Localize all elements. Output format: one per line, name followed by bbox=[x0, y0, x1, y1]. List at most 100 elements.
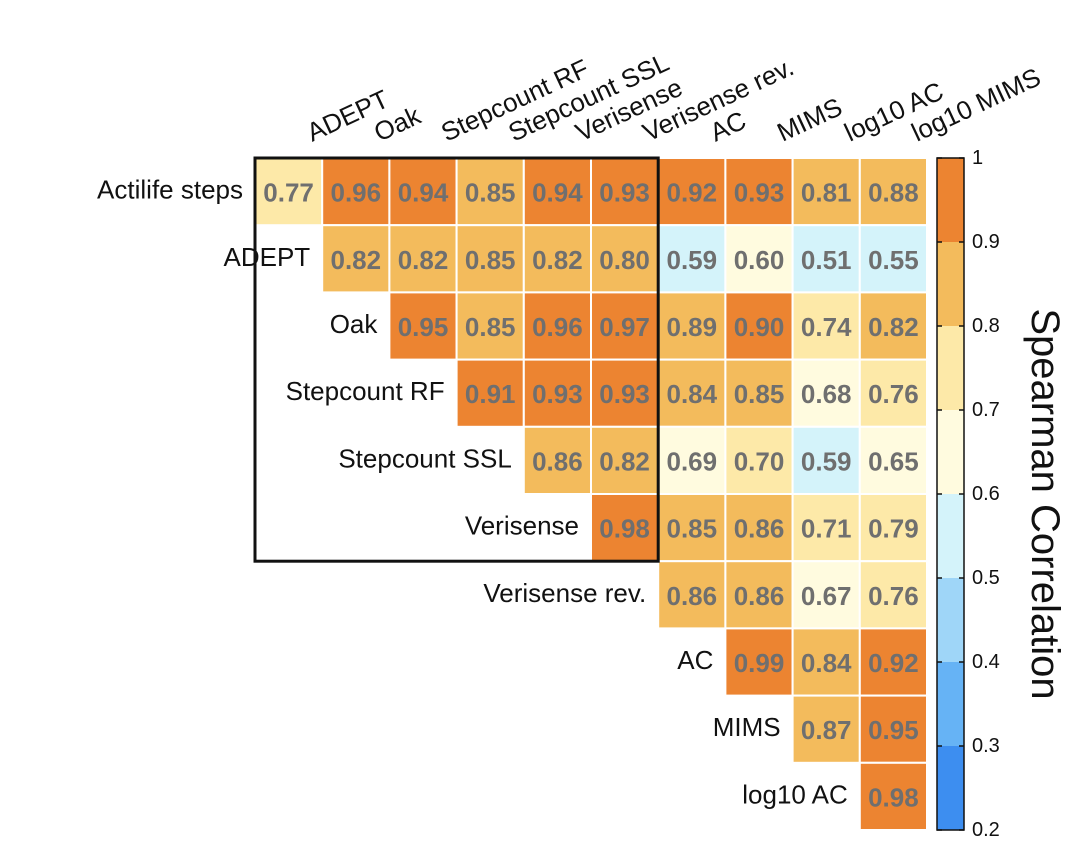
cell-value-label: 0.85 bbox=[465, 245, 516, 275]
cell-value-label: 0.85 bbox=[465, 312, 516, 342]
cell-value-label: 0.93 bbox=[599, 379, 650, 409]
cell-value-label: 0.82 bbox=[868, 312, 919, 342]
heatmap-cell bbox=[321, 157, 391, 227]
cell-value-label: 0.89 bbox=[666, 312, 717, 342]
colorbar-tick-label: 0.4 bbox=[972, 651, 1000, 673]
cell-value-label: 0.93 bbox=[599, 178, 650, 208]
row-label: MIMS bbox=[713, 712, 781, 742]
cell-value-label: 0.77 bbox=[263, 178, 314, 208]
cell-value-label: 0.51 bbox=[801, 245, 852, 275]
cell-value-label: 0.69 bbox=[666, 446, 717, 476]
heatmap-cell bbox=[724, 224, 794, 294]
cell-value-label: 0.59 bbox=[801, 446, 852, 476]
heatmap-cell bbox=[522, 425, 592, 495]
cell-value-label: 0.95 bbox=[398, 312, 449, 342]
cell-value-label: 0.67 bbox=[801, 581, 852, 611]
colorbar-bin bbox=[937, 242, 964, 326]
cell-value-label: 0.90 bbox=[734, 312, 785, 342]
cell-value-label: 0.86 bbox=[532, 446, 583, 476]
cell-value-label: 0.92 bbox=[666, 178, 717, 208]
heatmap-cell bbox=[522, 291, 592, 361]
colorbar-bin bbox=[937, 662, 964, 746]
cell-value-label: 0.76 bbox=[868, 581, 919, 611]
heatmap-cell bbox=[858, 761, 928, 831]
row-label: Verisense rev. bbox=[483, 578, 646, 608]
colorbar-bin bbox=[937, 410, 964, 494]
heatmap-cell bbox=[590, 291, 660, 361]
cell-value-label: 0.82 bbox=[532, 245, 583, 275]
colorbar-tick-label: 0.9 bbox=[972, 231, 1000, 253]
cell-value-label: 0.65 bbox=[868, 446, 919, 476]
heatmap-cell bbox=[858, 224, 928, 294]
cell-value-label: 0.71 bbox=[801, 514, 852, 544]
cell-value-label: 0.94 bbox=[532, 178, 583, 208]
row-label: Oak bbox=[330, 309, 379, 339]
heatmap-cell bbox=[858, 627, 928, 697]
heatmap-cell bbox=[455, 358, 525, 428]
cell-value-label: 0.92 bbox=[868, 648, 919, 678]
heatmap-cell bbox=[858, 560, 928, 630]
cell-value-label: 0.80 bbox=[599, 245, 650, 275]
cell-value-label: 0.99 bbox=[734, 648, 785, 678]
cell-value-label: 0.85 bbox=[666, 514, 717, 544]
cell-value-label: 0.95 bbox=[868, 715, 919, 745]
heatmap-cell bbox=[388, 224, 458, 294]
cell-value-label: 0.81 bbox=[801, 178, 852, 208]
cell-value-label: 0.59 bbox=[666, 245, 717, 275]
colorbar-bin bbox=[937, 746, 964, 830]
cell-value-label: 0.94 bbox=[398, 178, 449, 208]
row-labels: Actilife steps ADEPT Oak Stepcount RF Stepco… bbox=[97, 175, 848, 810]
row-label: ADEPT bbox=[224, 242, 311, 272]
row-label: log10 AC bbox=[742, 779, 848, 809]
heatmap-cell bbox=[858, 291, 928, 361]
column-label: MIMS bbox=[772, 92, 846, 148]
row-label: Verisense bbox=[465, 511, 579, 541]
cell-value-label: 0.82 bbox=[599, 446, 650, 476]
cell-value-label: 0.88 bbox=[868, 178, 919, 208]
colorbar-tick-label: 0.7 bbox=[972, 399, 1000, 421]
cell-value-label: 0.70 bbox=[734, 446, 785, 476]
heatmap-cell bbox=[724, 157, 794, 227]
cell-value-label: 0.84 bbox=[666, 379, 717, 409]
colorbar-tick-label: 1 bbox=[972, 147, 983, 169]
cell-value-label: 0.82 bbox=[398, 245, 449, 275]
row-label: Actilife steps bbox=[97, 175, 243, 205]
cell-value-label: 0.60 bbox=[734, 245, 785, 275]
row-label: AC bbox=[677, 645, 713, 675]
cell-value-label: 0.55 bbox=[868, 245, 919, 275]
colorbar-bin bbox=[937, 326, 964, 410]
colorbar: 0.2 0.3 0.4 0.5 0.6 0.7 0.8 0.9 1 bbox=[936, 147, 1000, 841]
highlight-box-outline bbox=[253, 156, 660, 563]
heatmap-cell bbox=[724, 560, 794, 630]
cell-value-label: 0.87 bbox=[801, 715, 852, 745]
cell-value-label: 0.98 bbox=[868, 782, 919, 812]
heatmap-cell bbox=[657, 493, 727, 563]
heatmap-cell bbox=[858, 157, 928, 227]
cell-value-label: 0.85 bbox=[465, 178, 516, 208]
heatmap-cell bbox=[791, 560, 861, 630]
cell-value-label: 0.96 bbox=[330, 178, 381, 208]
cell-value-label: 0.84 bbox=[801, 648, 852, 678]
colorbar-tick-label: 0.6 bbox=[972, 483, 1000, 505]
heatmap-cell bbox=[657, 425, 727, 495]
heatmap-cell bbox=[522, 358, 592, 428]
heatmap-cell bbox=[657, 358, 727, 428]
cell-value-label: 0.74 bbox=[801, 312, 852, 342]
colorbar-bin bbox=[937, 494, 964, 578]
heatmap-cell bbox=[522, 224, 592, 294]
heatmap-cell bbox=[657, 560, 727, 630]
cell-value-label: 0.76 bbox=[868, 379, 919, 409]
heatmap-cell bbox=[590, 157, 660, 227]
colorbar-bin bbox=[937, 578, 964, 662]
heatmap-value-labels: 0.77 0.96 0.94 0.85 0.94 0.93 0.92 0.93 0.81 0.88… bbox=[263, 178, 918, 813]
cell-value-label: 0.96 bbox=[532, 312, 583, 342]
heatmap-cell bbox=[791, 694, 861, 764]
cell-value-label: 0.68 bbox=[801, 379, 852, 409]
cell-value-label: 0.93 bbox=[734, 178, 785, 208]
colorbar-title: Spearman Correlation bbox=[1023, 308, 1067, 699]
colorbar-tick-label: 0.8 bbox=[972, 315, 1000, 337]
cell-value-label: 0.82 bbox=[330, 245, 381, 275]
heatmap-cell bbox=[858, 493, 928, 563]
